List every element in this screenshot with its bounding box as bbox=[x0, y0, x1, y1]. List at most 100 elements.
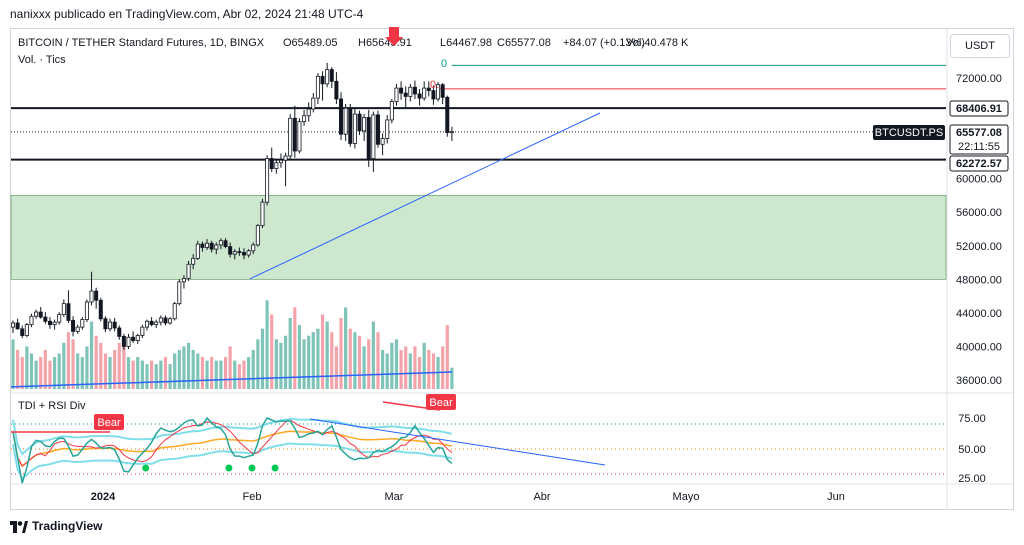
price-tick-label: 52000.00 bbox=[956, 241, 1002, 253]
volume-bar bbox=[186, 342, 191, 389]
candle bbox=[325, 62, 330, 88]
candle-body bbox=[426, 87, 431, 91]
indicator-market-base bbox=[12, 430, 453, 468]
volume-bar bbox=[307, 335, 311, 389]
volume-bar bbox=[334, 346, 338, 389]
candle bbox=[144, 319, 149, 331]
volume-bar bbox=[122, 339, 126, 389]
candle bbox=[232, 249, 237, 260]
candle-body bbox=[98, 299, 103, 320]
legend-symbol: BITCOIN / TETHER Standard Futures, 1D, B… bbox=[18, 37, 265, 49]
candle-body bbox=[209, 242, 214, 250]
demand-zone bbox=[10, 195, 947, 280]
volume-bar bbox=[450, 367, 454, 389]
volume-bar bbox=[168, 364, 172, 389]
candle bbox=[320, 71, 325, 101]
volume-bar bbox=[163, 357, 168, 389]
volume-bar bbox=[214, 360, 218, 389]
support-value: 62272.57 bbox=[956, 158, 1002, 170]
volume-bar bbox=[177, 349, 181, 389]
candle-body bbox=[255, 225, 260, 246]
candle-body bbox=[302, 115, 307, 123]
volume-bar bbox=[20, 357, 24, 389]
candle-body bbox=[408, 86, 413, 97]
countdown-value: 22:11:55 bbox=[958, 141, 1000, 153]
candle-body bbox=[52, 321, 57, 326]
volume-bar bbox=[200, 357, 205, 389]
candle bbox=[24, 322, 29, 338]
candle bbox=[177, 279, 182, 306]
volume-bar bbox=[247, 357, 251, 389]
volume-study-label[interactable]: Vol. · Tics bbox=[18, 54, 66, 66]
time-tick-label: Mar bbox=[385, 491, 404, 503]
symbol-tag-text: BTCUSDT.PS bbox=[875, 127, 943, 139]
candle bbox=[108, 318, 113, 332]
candle-body bbox=[241, 252, 246, 256]
volume-bar bbox=[376, 332, 380, 389]
candle bbox=[57, 312, 62, 325]
candle bbox=[121, 333, 126, 350]
volume-bar bbox=[126, 357, 131, 389]
candle bbox=[195, 240, 200, 261]
price-tick-label: 44000.00 bbox=[956, 308, 1002, 320]
volume-bar bbox=[62, 342, 66, 389]
volume-bar bbox=[131, 360, 135, 389]
candle-body bbox=[191, 257, 196, 265]
volume-bar bbox=[173, 353, 177, 389]
volume-bar bbox=[311, 332, 315, 389]
indicator-tick-label: 50.00 bbox=[958, 444, 986, 456]
candle-body bbox=[75, 326, 80, 332]
candle bbox=[126, 333, 131, 349]
time-tick-label: 2024 bbox=[91, 491, 116, 503]
candle-body bbox=[449, 131, 454, 134]
publisher-line: nanixxx publicado en TradingView.com, Ab… bbox=[10, 7, 364, 21]
candle-body bbox=[126, 336, 131, 347]
candle bbox=[403, 86, 408, 108]
candle-body bbox=[440, 84, 445, 98]
candle-body bbox=[366, 117, 371, 159]
symbol-tag: BTCUSDT.PS bbox=[873, 125, 945, 140]
candle bbox=[422, 81, 427, 101]
volume-bar bbox=[219, 360, 223, 389]
candle-body bbox=[205, 242, 210, 248]
signal-dot bbox=[225, 464, 233, 472]
candle bbox=[158, 315, 163, 326]
candle-body bbox=[274, 162, 279, 170]
candle-body bbox=[352, 113, 357, 144]
volume-bar bbox=[394, 339, 399, 389]
indicator-name[interactable]: TDI + RSI Div bbox=[18, 400, 86, 412]
candle bbox=[140, 324, 145, 339]
candle bbox=[352, 109, 357, 149]
candle-body bbox=[163, 317, 168, 324]
candle bbox=[191, 254, 196, 270]
bear-label-1-text: Bear bbox=[97, 417, 121, 429]
candle bbox=[10, 320, 15, 334]
candle-body bbox=[417, 93, 422, 99]
candle bbox=[15, 318, 20, 330]
candle-body bbox=[214, 244, 219, 250]
volume-bar bbox=[362, 346, 366, 389]
candle bbox=[357, 110, 362, 136]
currency-button[interactable]: USDT bbox=[950, 34, 1010, 58]
candle bbox=[436, 82, 441, 102]
candle-body bbox=[34, 311, 39, 317]
volume-bar bbox=[242, 360, 246, 389]
demand-zone-rect bbox=[10, 195, 947, 280]
tradingview-footer[interactable]: TradingView bbox=[10, 519, 102, 533]
candle-body bbox=[154, 321, 159, 326]
candle bbox=[98, 297, 103, 322]
red-arrow-marker bbox=[385, 27, 403, 46]
bear-label-2: Bear bbox=[426, 394, 456, 410]
price-tick-label: 48000.00 bbox=[956, 274, 1002, 286]
candle bbox=[84, 299, 89, 323]
candle-body bbox=[348, 107, 353, 144]
volume-bar bbox=[441, 346, 445, 389]
volume-bar bbox=[113, 349, 117, 389]
candle bbox=[269, 147, 274, 172]
volume-bar bbox=[182, 346, 186, 389]
candle-body bbox=[172, 303, 177, 320]
volume-bar bbox=[413, 346, 417, 389]
candle bbox=[389, 98, 394, 124]
volume-bar bbox=[196, 353, 200, 389]
